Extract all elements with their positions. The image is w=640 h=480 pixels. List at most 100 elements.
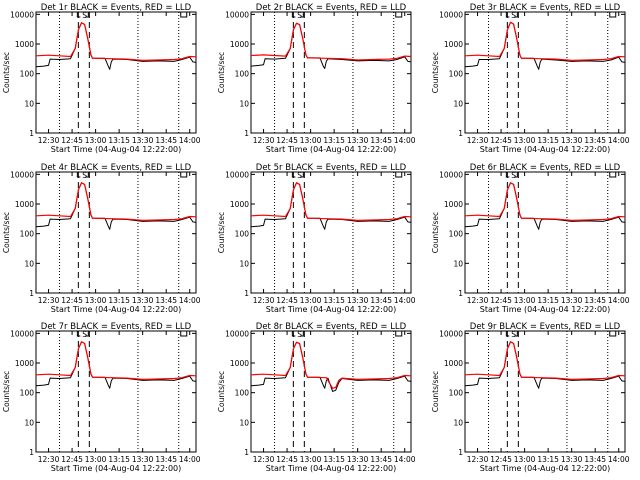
x-tick-label: 12:30 xyxy=(253,296,275,305)
x-tick-label: 12:45 xyxy=(61,455,83,464)
events-series-line xyxy=(464,341,626,389)
y-tick-label: 1000 xyxy=(15,40,34,49)
x-tick-label: 13:45 xyxy=(584,455,606,464)
chart-title: Det 6r BLACK = Events, RED = LLD xyxy=(470,163,621,173)
marker-label: S xyxy=(297,11,302,20)
state-bracket-mark xyxy=(85,12,89,18)
lld-series-line xyxy=(35,341,197,380)
y-tick-label: 100 xyxy=(449,230,464,239)
x-tick-label: 14:00 xyxy=(394,136,416,145)
plot-frame xyxy=(250,171,412,294)
marker-label: S xyxy=(297,330,302,339)
y-tick-label: 100 xyxy=(20,230,35,239)
plot-frame xyxy=(35,11,197,134)
plot-frame xyxy=(250,330,412,453)
x-tick-label: 12:45 xyxy=(276,136,298,145)
chart-panel: Det 4r BLACK = Events, RED = LLD 1 10 100 10… xyxy=(2,163,201,314)
x-tick-label: 12:30 xyxy=(38,296,60,305)
y-tick-label: 10 xyxy=(239,418,249,427)
x-tick-label: 13:00 xyxy=(85,296,107,305)
state-bracket-mark xyxy=(505,172,510,178)
chart-panel: Det 9r BLACK = Events, RED = LLD 1 10 100 10… xyxy=(431,322,630,473)
y-tick-label: 10 xyxy=(453,259,463,268)
x-tick-label: 13:45 xyxy=(584,296,606,305)
chart-title: Det 7r BLACK = Events, RED = LLD xyxy=(41,322,192,332)
y-tick-label: 100 xyxy=(449,389,464,398)
x-tick-label: 13:30 xyxy=(347,136,369,145)
x-tick-label: 12:30 xyxy=(253,136,275,145)
y-tick-label: 1 xyxy=(458,448,463,457)
state-bracket-mark xyxy=(505,331,510,337)
x-tick-label: 13:15 xyxy=(537,296,559,305)
y-tick-label: 100 xyxy=(449,70,464,79)
chart-panel: Det 7r BLACK = Events, RED = LLD 1 10 100 10… xyxy=(2,322,201,473)
x-tick-label: 14:00 xyxy=(608,455,630,464)
x-tick-label: 13:15 xyxy=(537,455,559,464)
y-tick-label: 10000 xyxy=(225,329,249,338)
x-tick-label: 12:30 xyxy=(253,455,275,464)
chart-panel: Det 3r BLACK = Events, RED = LLD 1 10 100 10… xyxy=(431,3,630,154)
x-tick-label: 13:30 xyxy=(132,136,154,145)
state-bracket-mark xyxy=(300,172,304,178)
y-axis-label: Counts/sec xyxy=(431,52,440,93)
lld-series-line xyxy=(250,22,412,61)
y-tick-label: 100 xyxy=(235,389,250,398)
state-bracket-mark xyxy=(85,331,89,337)
y-tick-label: 10 xyxy=(239,99,249,108)
x-tick-label: 13:15 xyxy=(108,455,130,464)
x-tick-label: 13:15 xyxy=(323,455,345,464)
state-bracket-mark xyxy=(76,331,81,337)
x-tick-label: 12:30 xyxy=(467,296,489,305)
state-box-mark xyxy=(180,11,188,18)
x-axis-label: Start Time (04-Aug-04 12:22:00) xyxy=(51,305,182,314)
x-tick-label: 13:15 xyxy=(108,296,130,305)
x-axis-label: Start Time (04-Aug-04 12:22:00) xyxy=(266,464,397,473)
chart-panel: Det 8r BLACK = Events, RED = LLD 1 10 100 10… xyxy=(217,322,416,473)
chart-title: Det 4r BLACK = Events, RED = LLD xyxy=(41,163,192,173)
chart-title: Det 9r BLACK = Events, RED = LLD xyxy=(470,322,621,332)
x-axis-label: Start Time (04-Aug-04 12:22:00) xyxy=(51,464,182,473)
state-bracket-mark xyxy=(76,12,81,18)
events-series-line xyxy=(35,182,197,230)
lld-series-line xyxy=(250,341,412,389)
lld-series-line xyxy=(250,182,412,221)
x-tick-label: 13:30 xyxy=(561,136,583,145)
x-tick-label: 13:45 xyxy=(584,136,606,145)
x-tick-label: 13:00 xyxy=(514,136,536,145)
events-series-line xyxy=(464,182,626,230)
y-axis-label: Counts/sec xyxy=(217,212,226,253)
y-tick-label: 100 xyxy=(20,389,35,398)
y-tick-label: 10000 xyxy=(10,329,34,338)
x-tick-label: 13:15 xyxy=(323,296,345,305)
lld-series-line xyxy=(464,21,626,61)
x-tick-label: 13:30 xyxy=(347,455,369,464)
x-tick-label: 13:45 xyxy=(155,136,177,145)
y-axis-label: Counts/sec xyxy=(431,212,440,253)
events-series-line xyxy=(250,182,412,230)
x-tick-label: 13:15 xyxy=(537,136,559,145)
x-tick-label: 13:00 xyxy=(300,296,322,305)
y-tick-label: 1000 xyxy=(230,359,249,368)
y-tick-label: 1000 xyxy=(230,40,249,49)
x-tick-label: 12:45 xyxy=(61,296,83,305)
y-tick-label: 1 xyxy=(244,448,249,457)
y-tick-label: 1 xyxy=(458,129,463,138)
x-tick-label: 13:00 xyxy=(300,455,322,464)
y-tick-label: 1000 xyxy=(230,200,249,209)
events-series-line xyxy=(250,341,412,392)
events-series-line xyxy=(35,341,197,389)
x-axis-label: Start Time (04-Aug-04 12:22:00) xyxy=(51,145,182,154)
y-tick-label: 10 xyxy=(453,99,463,108)
y-tick-label: 1 xyxy=(29,289,34,298)
y-tick-label: 100 xyxy=(20,70,35,79)
x-tick-label: 13:15 xyxy=(108,136,130,145)
y-tick-label: 100 xyxy=(235,70,250,79)
y-tick-label: 1000 xyxy=(444,200,463,209)
y-tick-label: 10000 xyxy=(439,10,463,19)
x-tick-label: 13:00 xyxy=(514,455,536,464)
chart-panel: Det 6r BLACK = Events, RED = LLD 1 10 100 10… xyxy=(431,163,630,314)
x-tick-label: 13:45 xyxy=(370,136,392,145)
y-tick-label: 10 xyxy=(239,259,249,268)
y-axis-label: Counts/sec xyxy=(431,371,440,412)
